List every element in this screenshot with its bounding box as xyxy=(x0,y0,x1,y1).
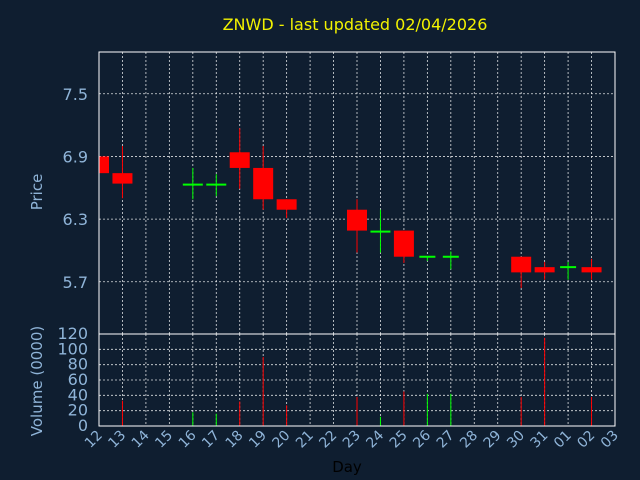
candle-31 xyxy=(534,261,555,280)
candle-body xyxy=(370,230,391,233)
volume-tick-label: 20 xyxy=(68,401,88,420)
candle-body xyxy=(253,167,274,200)
price-tick-label: 6.9 xyxy=(63,147,88,166)
x-axis-label: Day xyxy=(332,458,362,476)
candle-13 xyxy=(112,146,133,199)
volume-panel-frame xyxy=(98,333,616,427)
chart-title: ZNWD - last updated 02/04/2026 xyxy=(223,15,488,34)
volume-tick-label: 40 xyxy=(68,385,88,404)
price-gridlines xyxy=(98,52,616,334)
candle-27 xyxy=(442,251,459,270)
candle-24 xyxy=(370,209,391,253)
volume-tick-label: 100 xyxy=(57,339,88,358)
candle-17 xyxy=(206,174,227,197)
candle-19 xyxy=(253,146,274,210)
candle-body xyxy=(229,152,250,168)
candle-body xyxy=(206,183,227,186)
candle-body xyxy=(393,230,414,257)
candle-23 xyxy=(347,199,367,253)
candle-25 xyxy=(393,230,414,263)
candle-02 xyxy=(581,258,602,280)
candle-body xyxy=(347,209,367,231)
price-tick-label: 6.3 xyxy=(63,210,88,229)
candle-body xyxy=(276,199,297,210)
price-tick-label: 7.5 xyxy=(63,85,88,104)
candle-16 xyxy=(182,167,203,200)
candle-12 xyxy=(98,154,109,174)
candle-body xyxy=(112,173,133,184)
price-tick-labels: 5.7 6.3 6.9 7.5 xyxy=(63,85,88,292)
candle-26 xyxy=(419,255,436,261)
candle-30 xyxy=(511,256,532,289)
candle-20 xyxy=(276,199,297,219)
volume-axis-label: Volume (0000) xyxy=(28,326,46,436)
candle-body xyxy=(581,267,602,273)
price-tick-label: 5.7 xyxy=(63,273,88,292)
volume-tick-label: 120 xyxy=(57,324,88,343)
candle-body xyxy=(99,156,109,174)
volume-tick-label: 0 xyxy=(78,416,88,435)
candle-01 xyxy=(560,261,577,280)
volume-tick-label: 80 xyxy=(68,355,88,374)
volume-bars xyxy=(121,337,593,426)
candlesticks xyxy=(98,128,602,289)
volume-tick-label: 60 xyxy=(68,370,88,389)
candle-body xyxy=(534,267,555,273)
x-tick-labels: 12 13 14 15 16 17 18 19 20 21 22 23 24 25 26 27 28 29 30 31… xyxy=(82,427,622,451)
candle-body xyxy=(511,256,532,273)
price-axis-label: Price xyxy=(28,174,46,211)
candle-body xyxy=(182,183,203,186)
candle-18 xyxy=(229,128,250,189)
